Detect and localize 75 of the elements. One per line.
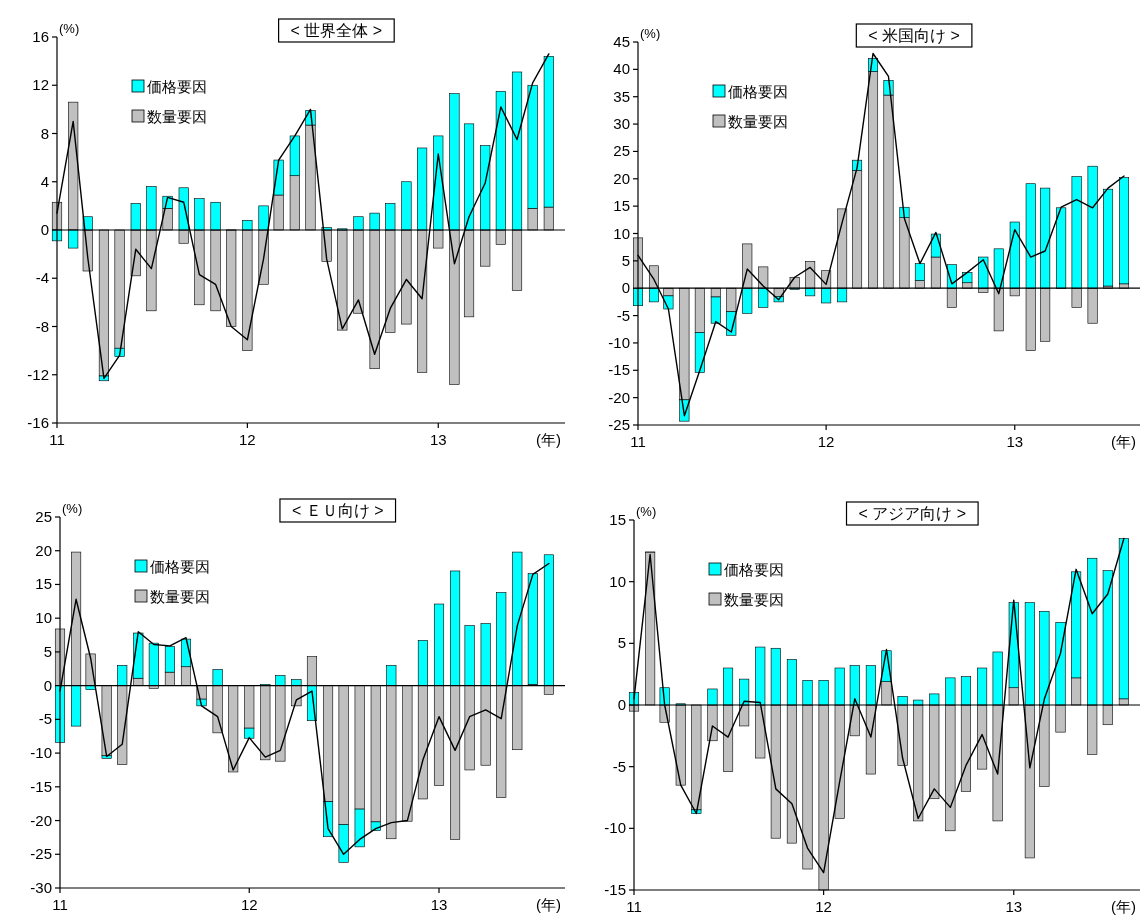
y-tick-label: 4 xyxy=(40,172,49,190)
y-tick-label: -5 xyxy=(612,757,626,775)
y-tick-label: 20 xyxy=(35,541,52,559)
y-tick-label: 15 xyxy=(613,197,630,215)
y-tick-label: 10 xyxy=(613,224,630,242)
y-tick-label: 10 xyxy=(609,572,626,590)
x-tick-label: 12 xyxy=(815,898,832,915)
chart-title: < ＥＵ向け > xyxy=(291,502,384,519)
y-tick-label: 30 xyxy=(613,115,630,133)
y-tick-label: -20 xyxy=(608,388,630,406)
chart-title: < アジア向け > xyxy=(858,505,967,522)
y-tick-label: 0 xyxy=(621,279,630,297)
x-axis-title: (年) xyxy=(1111,433,1136,450)
chart-title: < 世界全体 > xyxy=(290,22,383,39)
y-tick-label: 0 xyxy=(617,696,626,713)
y-tick-label: -5 xyxy=(616,306,630,324)
y-tick-label: -10 xyxy=(30,744,52,762)
y-tick-label: -20 xyxy=(30,811,52,829)
y-tick-label: 0 xyxy=(40,221,49,238)
y-tick-label: -5 xyxy=(38,710,52,728)
y-tick-label: -25 xyxy=(608,416,630,433)
x-tick-label: 13 xyxy=(1006,433,1024,450)
y-tick-label: -16 xyxy=(27,414,49,431)
legend-label: 価格要因 xyxy=(724,561,784,578)
x-axis-title: (年) xyxy=(1111,898,1136,915)
y-tick-label: 15 xyxy=(609,511,626,528)
y-tick-label: 0 xyxy=(43,676,52,694)
legend-label: 数量要因 xyxy=(728,113,788,130)
legend-label: 価格要因 xyxy=(150,558,210,575)
x-tick-label: 13 xyxy=(430,896,448,913)
y-tick-label: -25 xyxy=(30,845,52,863)
y-axis-title: (%) xyxy=(59,21,80,36)
legend-label: 数量要因 xyxy=(724,591,784,608)
x-tick-label: 12 xyxy=(239,431,256,448)
y-tick-label: 16 xyxy=(32,28,49,45)
chart-title: < 米国向け > xyxy=(868,27,960,44)
legend-label: 数量要因 xyxy=(147,108,207,125)
y-tick-label: 25 xyxy=(35,508,52,525)
y-tick-label: 35 xyxy=(613,87,630,105)
y-tick-label: -15 xyxy=(608,361,630,379)
x-tick-label: 11 xyxy=(626,898,642,915)
y-tick-label: -15 xyxy=(30,777,52,795)
y-tick-label: -30 xyxy=(30,879,52,896)
y-tick-label: 20 xyxy=(613,169,630,187)
legend-label: 価格要因 xyxy=(728,83,788,100)
y-tick-label: 45 xyxy=(613,33,630,50)
y-tick-label: 15 xyxy=(35,575,52,593)
x-tick-label: 13 xyxy=(1005,898,1023,915)
y-tick-label: 12 xyxy=(32,76,49,94)
legend-label: 価格要因 xyxy=(147,78,207,95)
y-tick-label: -12 xyxy=(27,365,49,383)
y-tick-label: -15 xyxy=(604,881,626,898)
x-tick-label: 11 xyxy=(630,433,646,450)
x-axis-title: (年) xyxy=(536,431,561,448)
y-tick-label: 5 xyxy=(617,634,626,652)
y-axis-title: (%) xyxy=(640,26,661,41)
y-axis-title: (%) xyxy=(636,504,657,519)
x-tick-label: 13 xyxy=(429,431,447,448)
x-tick-label: 11 xyxy=(52,896,68,913)
y-tick-label: 8 xyxy=(40,124,49,142)
y-tick-label: -10 xyxy=(604,819,626,837)
y-tick-label: 40 xyxy=(613,60,630,78)
x-tick-label: 12 xyxy=(240,896,258,913)
x-tick-label: 12 xyxy=(817,433,835,450)
x-axis-title: (年) xyxy=(536,896,561,913)
y-tick-label: -8 xyxy=(35,317,49,335)
y-tick-label: -4 xyxy=(35,269,49,287)
x-tick-label: 11 xyxy=(49,431,65,448)
y-axis-title: (%) xyxy=(62,501,83,516)
legend-label: 数量要因 xyxy=(150,588,210,605)
y-tick-label: 5 xyxy=(43,642,52,660)
y-tick-label: 10 xyxy=(35,609,52,627)
y-tick-label: -10 xyxy=(608,333,630,351)
y-tick-label: 5 xyxy=(621,251,630,269)
y-tick-label: 25 xyxy=(613,142,630,160)
